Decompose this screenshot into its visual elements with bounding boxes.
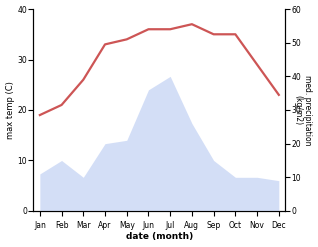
- Y-axis label: med. precipitation
(kg/m2): med. precipitation (kg/m2): [293, 75, 313, 145]
- Y-axis label: max temp (C): max temp (C): [5, 81, 15, 139]
- X-axis label: date (month): date (month): [126, 232, 193, 242]
